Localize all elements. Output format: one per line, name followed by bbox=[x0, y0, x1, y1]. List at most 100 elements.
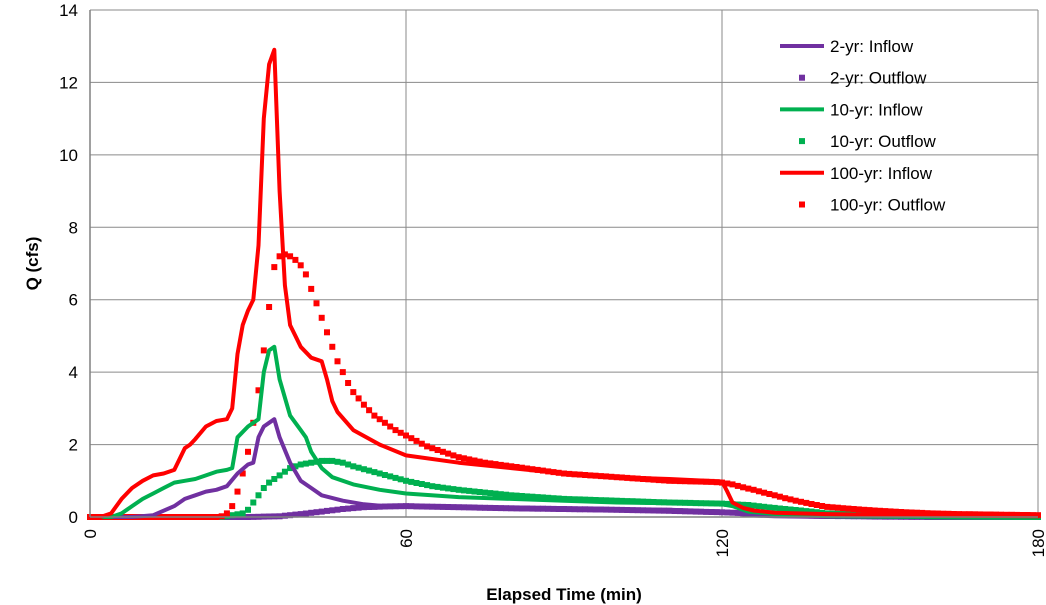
data-point bbox=[276, 472, 283, 479]
data-point bbox=[329, 507, 336, 514]
data-point bbox=[302, 510, 309, 517]
data-point bbox=[798, 498, 804, 505]
data-point bbox=[750, 486, 757, 493]
data-point bbox=[545, 494, 552, 501]
data-point bbox=[381, 472, 388, 478]
x-tick-label: 120 bbox=[713, 529, 732, 557]
data-point bbox=[455, 486, 462, 493]
data-point bbox=[460, 455, 467, 462]
data-point bbox=[866, 507, 873, 514]
y-tick-label: 12 bbox=[59, 73, 78, 92]
data-point bbox=[318, 508, 325, 515]
data-point bbox=[355, 464, 362, 471]
data-point bbox=[482, 459, 488, 466]
data-point bbox=[324, 507, 330, 514]
data-point bbox=[787, 496, 794, 503]
x-tick-label: 0 bbox=[81, 529, 100, 538]
data-point bbox=[497, 491, 504, 498]
data-point bbox=[792, 497, 799, 504]
data-point bbox=[260, 347, 267, 354]
data-point bbox=[766, 491, 773, 497]
data-point bbox=[324, 457, 330, 464]
data-point bbox=[292, 256, 299, 263]
legend-item-100-yr-inflow: 100-yr: Inflow bbox=[780, 164, 933, 183]
y-tick-label: 2 bbox=[69, 436, 78, 455]
data-point bbox=[740, 501, 747, 508]
data-point bbox=[534, 494, 541, 501]
data-point bbox=[255, 387, 262, 394]
data-point bbox=[782, 495, 789, 502]
data-point bbox=[387, 473, 394, 480]
data-point bbox=[345, 380, 352, 386]
data-point bbox=[302, 271, 309, 278]
data-point bbox=[887, 508, 894, 515]
data-point bbox=[255, 492, 262, 499]
data-point bbox=[387, 423, 394, 430]
data-point bbox=[234, 488, 241, 495]
data-point bbox=[292, 463, 299, 470]
legend-item-10-yr-outflow: 10-yr: Outflow bbox=[799, 132, 937, 151]
data-point bbox=[803, 508, 810, 515]
y-tick-label: 10 bbox=[59, 146, 78, 165]
data-point bbox=[934, 510, 941, 517]
data-point bbox=[782, 506, 789, 512]
data-point bbox=[776, 493, 783, 500]
data-point bbox=[740, 484, 747, 491]
data-point bbox=[455, 454, 462, 461]
data-point bbox=[302, 460, 309, 467]
data-point bbox=[439, 484, 446, 491]
data-point bbox=[808, 508, 815, 515]
data-point bbox=[318, 314, 325, 321]
data-point bbox=[313, 300, 320, 307]
data-point bbox=[445, 450, 452, 457]
data-point bbox=[424, 443, 431, 450]
data-point bbox=[329, 457, 336, 464]
data-point bbox=[771, 492, 778, 499]
legend-label: 10-yr: Outflow bbox=[830, 132, 937, 151]
data-point bbox=[308, 509, 315, 516]
data-point bbox=[466, 487, 473, 494]
legend-item-2-yr-inflow: 2-yr: Inflow bbox=[780, 37, 914, 56]
data-point bbox=[413, 437, 420, 444]
data-point bbox=[471, 457, 478, 464]
data-point bbox=[913, 509, 920, 516]
data-point bbox=[429, 445, 436, 452]
data-point bbox=[245, 506, 251, 513]
data-point bbox=[476, 458, 483, 465]
data-point bbox=[366, 407, 373, 414]
data-point bbox=[871, 507, 878, 514]
data-point bbox=[776, 505, 783, 512]
data-point bbox=[761, 503, 768, 510]
data-point bbox=[223, 510, 230, 517]
data-point bbox=[460, 487, 467, 494]
data-point bbox=[329, 343, 336, 350]
data-point bbox=[476, 489, 483, 495]
series-line-2-yr-inflow bbox=[88, 417, 1040, 519]
data-point bbox=[403, 477, 409, 484]
data-point bbox=[508, 492, 515, 499]
data-point bbox=[371, 469, 378, 476]
data-point bbox=[413, 480, 420, 486]
data-point bbox=[229, 512, 236, 519]
data-point bbox=[408, 478, 415, 485]
data-point bbox=[297, 262, 304, 269]
data-point bbox=[239, 510, 246, 517]
y-tick-label: 6 bbox=[69, 291, 78, 310]
data-point bbox=[392, 474, 399, 481]
data-point bbox=[376, 470, 383, 477]
data-point bbox=[529, 493, 536, 500]
data-point bbox=[861, 506, 868, 513]
legend-label: 100-yr: Outflow bbox=[830, 196, 946, 215]
x-tick-label: 180 bbox=[1029, 529, 1046, 557]
y-tick-label: 8 bbox=[69, 218, 78, 237]
data-point bbox=[287, 253, 294, 260]
data-point bbox=[281, 512, 288, 519]
data-point bbox=[434, 447, 441, 453]
data-point bbox=[439, 448, 446, 455]
x-tick-label: 60 bbox=[397, 529, 416, 548]
y-tick-label: 0 bbox=[69, 508, 78, 527]
data-point bbox=[450, 452, 457, 459]
data-point bbox=[292, 511, 299, 518]
data-point bbox=[334, 506, 341, 513]
